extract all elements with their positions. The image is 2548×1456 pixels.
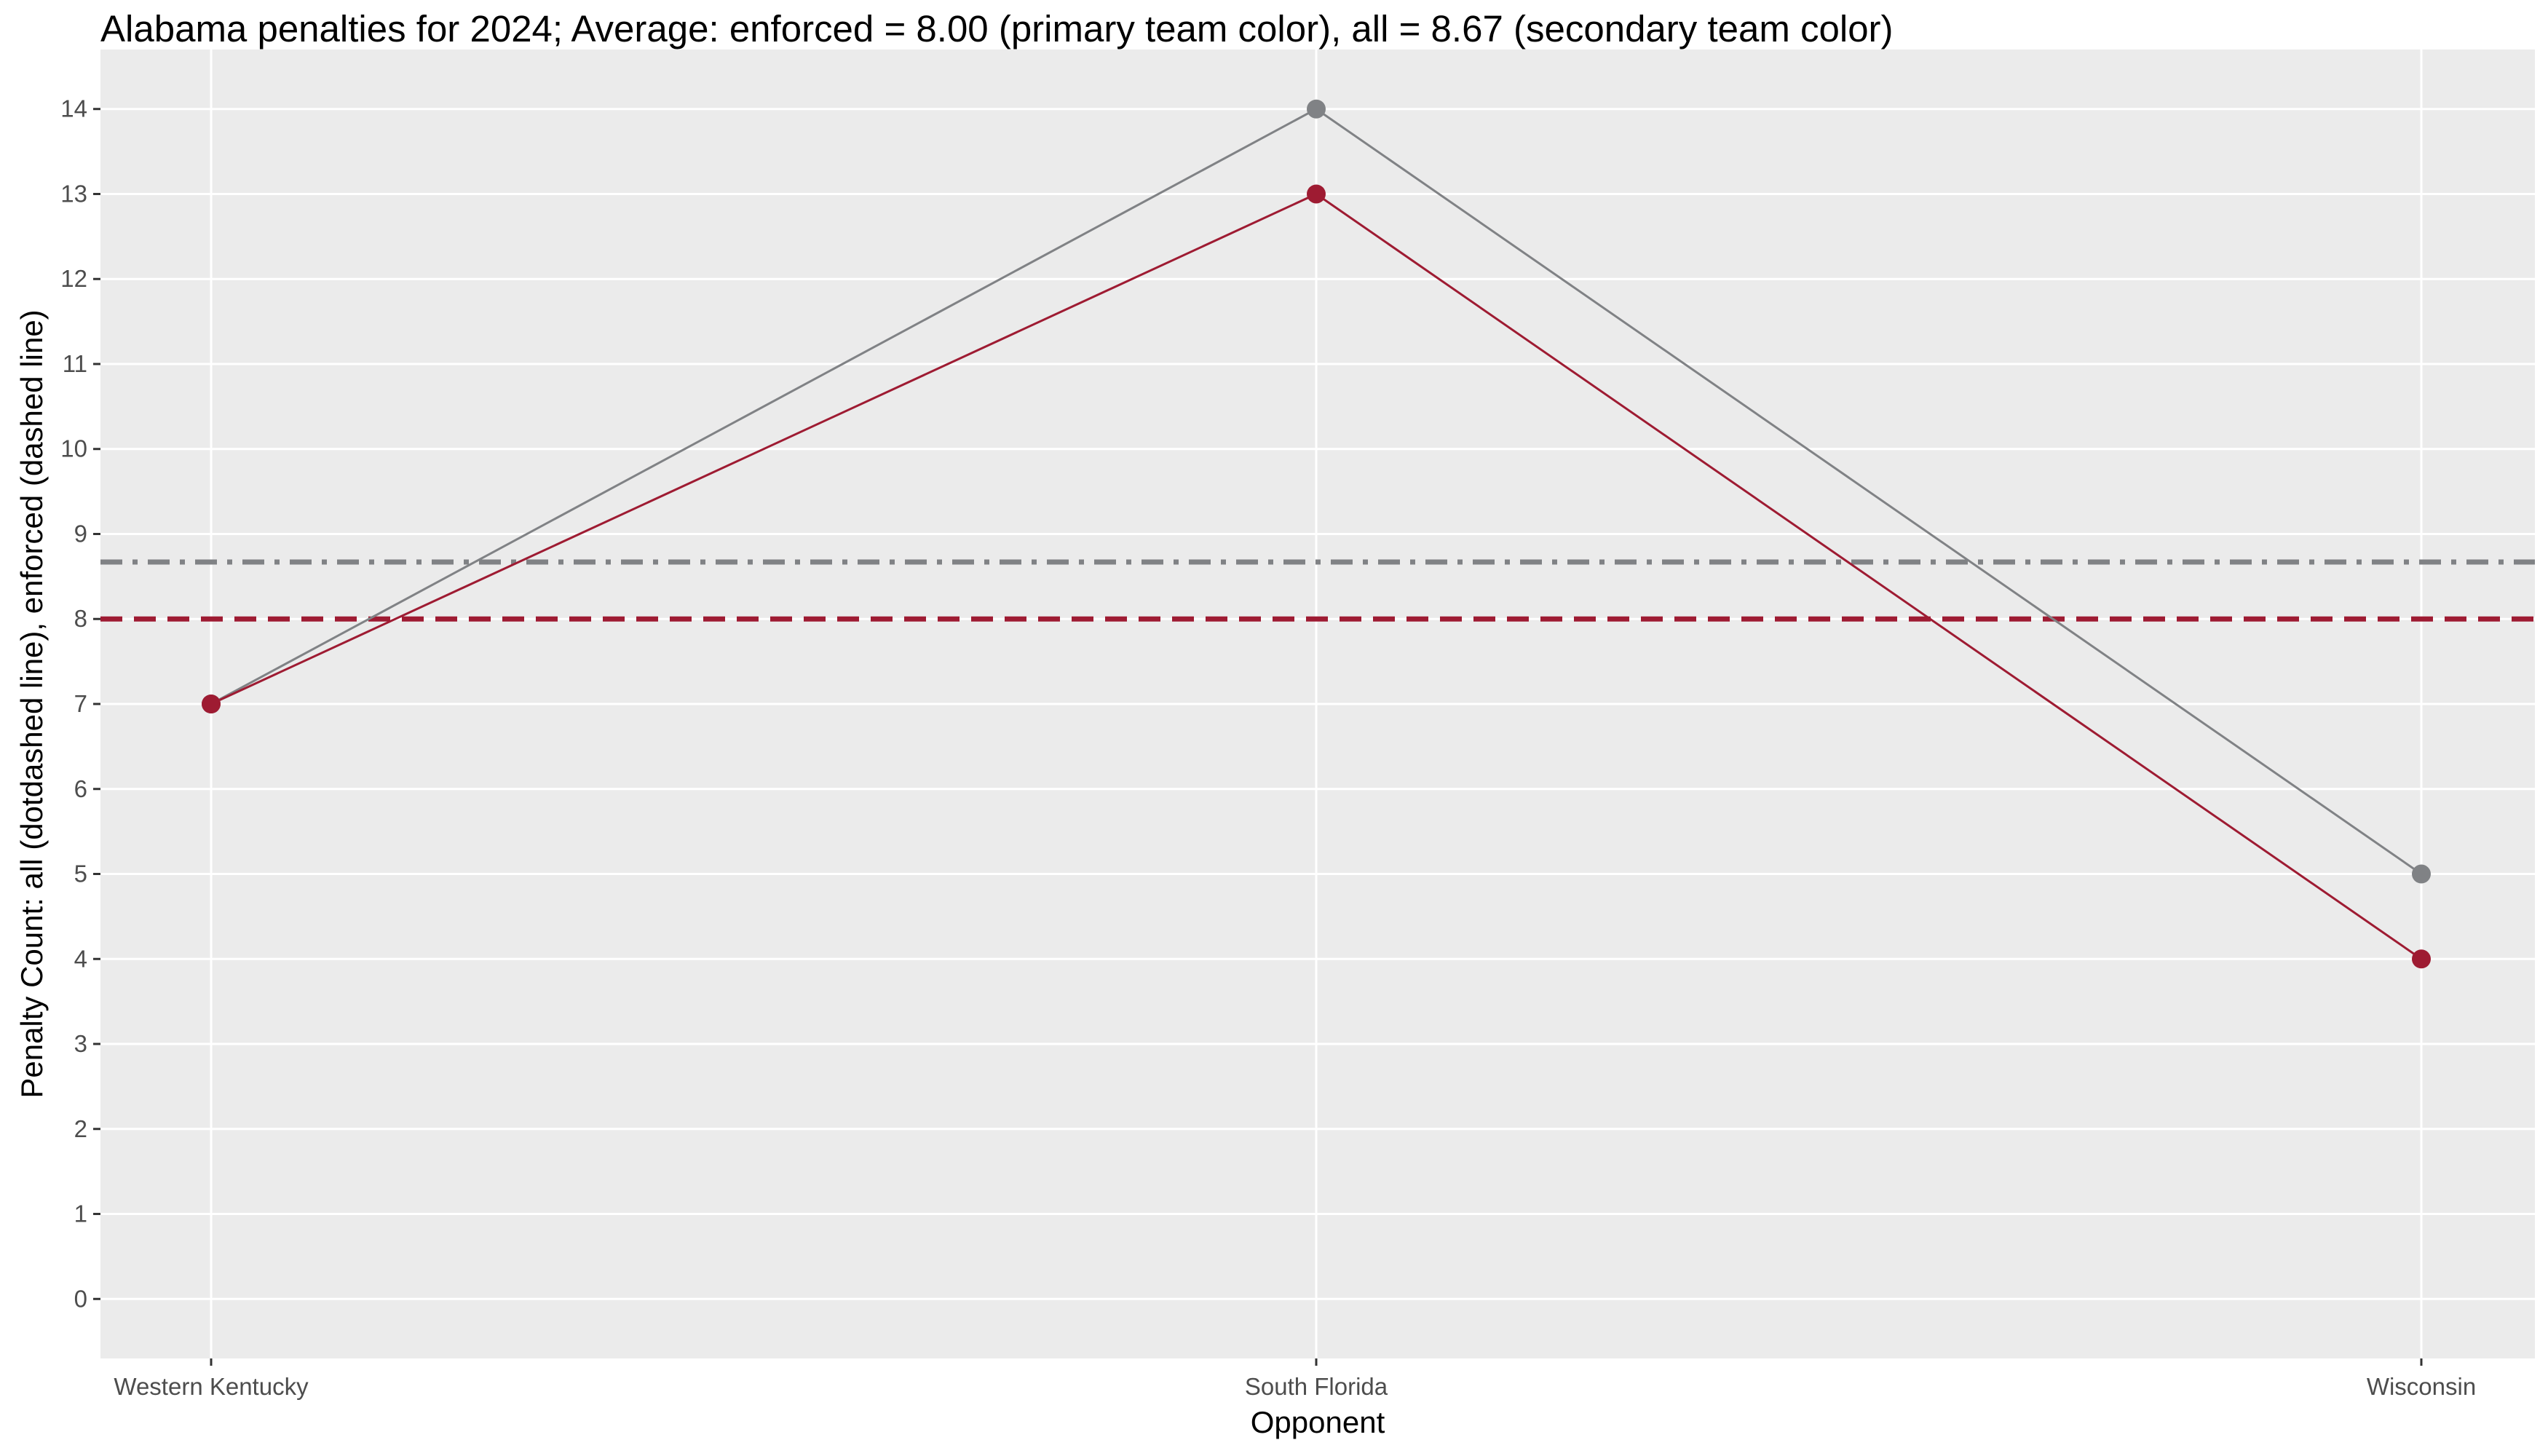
x-tick-label: South Florida: [1245, 1373, 1388, 1400]
point-all: [2412, 864, 2431, 884]
y-tick-label: 4: [74, 945, 87, 972]
x-tick-label: Western Kentucky: [114, 1373, 309, 1400]
y-tick-label: 2: [74, 1115, 87, 1142]
y-tick-label: 11: [63, 350, 87, 377]
y-tick-label: 0: [74, 1285, 87, 1312]
x-tick-label: Wisconsin: [2367, 1373, 2476, 1400]
y-tick-label: 6: [74, 775, 87, 802]
x-axis-title: Opponent: [1251, 1405, 1385, 1439]
gridlines: [100, 50, 2535, 1358]
data-points: [202, 99, 2431, 969]
y-tick-label: 13: [60, 180, 87, 207]
y-tick-label: 8: [74, 605, 87, 632]
reference-lines: [100, 559, 2535, 622]
y-tick-label: 12: [60, 265, 87, 292]
y-tick-label: 5: [74, 860, 87, 887]
x-axis: Western Kentucky South Florida Wisconsin: [114, 1358, 2476, 1400]
y-tick-label: 7: [74, 690, 87, 717]
y-tick-label: 10: [60, 435, 87, 462]
y-tick-label: 3: [74, 1030, 87, 1057]
y-tick-label: 14: [60, 95, 87, 122]
y-tick-label: 1: [74, 1200, 87, 1227]
point-enforced: [1307, 184, 1326, 204]
point-enforced: [202, 695, 221, 713]
chart-title: Alabama penalties for 2024; Average: enf…: [100, 8, 1894, 50]
point-all: [1307, 99, 1326, 119]
y-tick-label: 9: [74, 520, 87, 547]
y-axis-title: Penalty Count: all (dotdashed line), enf…: [15, 309, 49, 1098]
point-enforced: [2412, 949, 2431, 969]
